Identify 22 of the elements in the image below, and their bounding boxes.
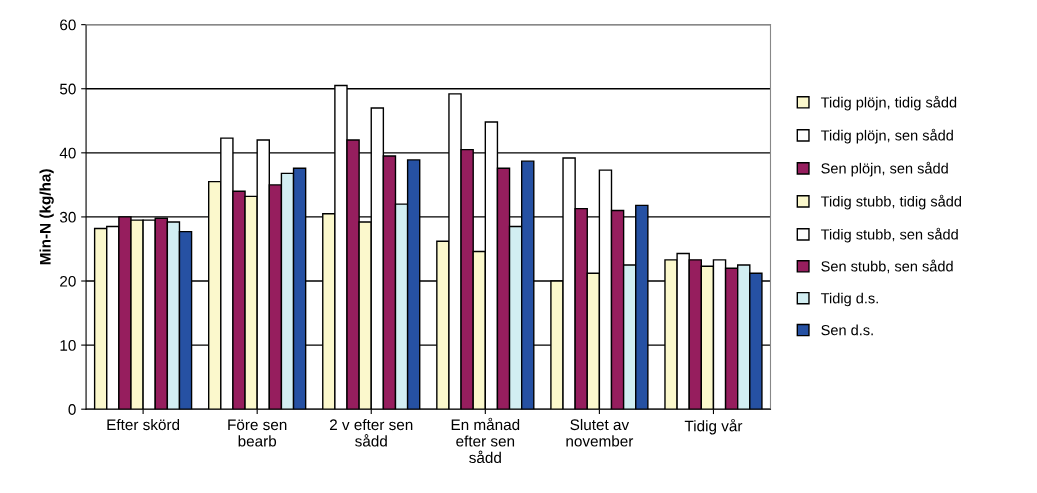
x-tick-label: Slutet av november — [566, 418, 634, 447]
x-tick-label: Före sen bearb — [228, 419, 287, 447]
x-tick-label: 2 v efter sen sådd — [329, 418, 413, 447]
x-tick-label: Efter skörd — [107, 418, 180, 431]
legend-label: Sen stubb, sen sådd — [821, 259, 953, 274]
legend-label: Tidig stubb, tidig sådd — [820, 194, 962, 210]
y-tick-label: 40 — [59, 147, 76, 159]
y-tick-label: 30 — [59, 211, 76, 223]
legend-label: Tidig plöjn, tidig sådd — [820, 95, 957, 111]
legend-label: Tidig plöjn, sen sådd — [820, 128, 953, 144]
x-tick-label: Tidig vår — [684, 418, 743, 435]
y-tick-label: 0 — [68, 404, 76, 415]
legend-label: Sen plöjn, sen sådd — [821, 161, 948, 177]
y-tick-label: 50 — [59, 83, 76, 95]
y-tick-label: 10 — [60, 339, 76, 351]
y-axis-title: Min-N (kg/ha) — [39, 169, 54, 265]
legend-label: Tidig d.s. — [820, 292, 878, 307]
legend-label: Tidig stubb, sen sådd — [820, 227, 958, 243]
y-tick-label: 20 — [60, 275, 76, 287]
x-tick-label: En månad efter sen sådd — [451, 417, 520, 464]
y-tick-label: 60 — [60, 19, 76, 31]
legend-label: Sen d.s. — [821, 324, 873, 336]
